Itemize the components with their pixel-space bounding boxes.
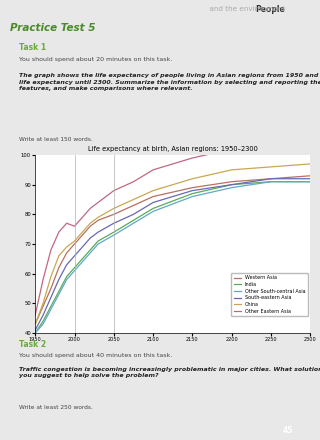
Text: The graph shows the life expectancy of people living in Asian regions from 1950 : The graph shows the life expectancy of p… — [19, 73, 320, 91]
Legend: Western Asia, India, Other South-central Asia, South-eastern Asia, China, Other : Western Asia, India, Other South-central… — [231, 273, 308, 316]
Text: and the environment: and the environment — [187, 6, 285, 12]
Text: Write at least 250 words.: Write at least 250 words. — [19, 405, 92, 411]
Text: Write at least 150 words.: Write at least 150 words. — [19, 137, 92, 142]
Text: Task 1: Task 1 — [19, 44, 46, 52]
Text: People: People — [256, 4, 285, 14]
Text: You should spend about 20 minutes on this task.: You should spend about 20 minutes on thi… — [19, 57, 172, 62]
Text: 45: 45 — [283, 425, 293, 435]
Text: You should spend about 40 minutes on this task.: You should spend about 40 minutes on thi… — [19, 352, 172, 358]
Text: Traffic congestion is becoming increasingly problematic in major cities. What so: Traffic congestion is becoming increasin… — [19, 367, 320, 378]
Text: Practice Test 5: Practice Test 5 — [10, 23, 95, 33]
Text: Task 2: Task 2 — [19, 340, 46, 349]
Title: Life expectancy at birth, Asian regions: 1950–2300: Life expectancy at birth, Asian regions:… — [88, 146, 258, 152]
